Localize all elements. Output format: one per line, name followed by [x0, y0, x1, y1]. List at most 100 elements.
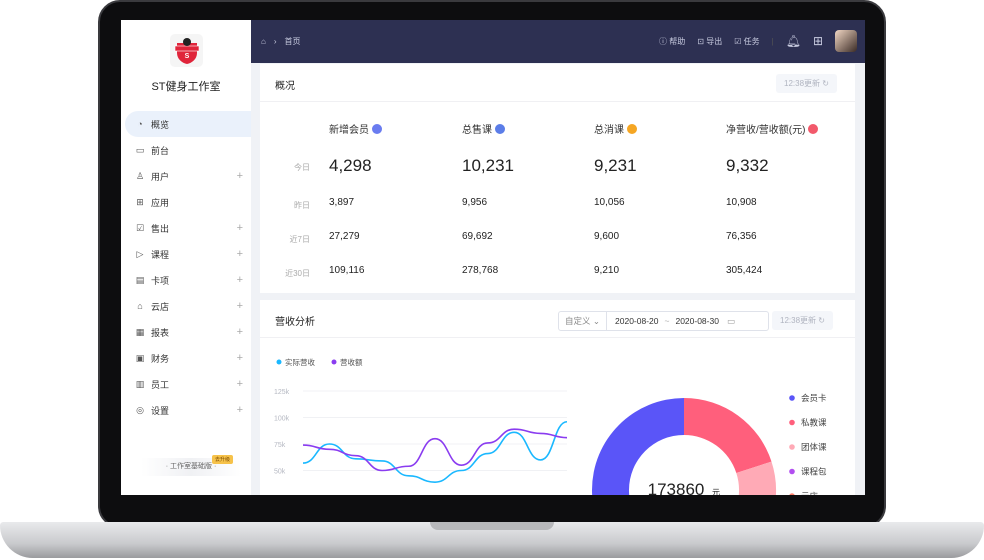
overview-refresh-button[interactable]: 12:38更新 ↻	[776, 74, 837, 93]
end-date[interactable]: 2020-08-30	[675, 316, 719, 326]
pie-slice	[684, 398, 772, 474]
pie-legend-item: 课程包	[789, 467, 827, 477]
sidebar-item-label: 报表	[151, 327, 170, 338]
sidebar-item-10[interactable]: ▥ 员工 +	[125, 371, 251, 397]
sidebar-item-3[interactable]: ⊞ 应用	[125, 189, 251, 215]
monitor-icon: ▭	[135, 144, 145, 155]
date-range-picker[interactable]: 自定义 ⌄ 2020-08-20 ~ 2020-08-30 ▭	[558, 311, 769, 331]
staff-icon: ▥	[135, 378, 145, 389]
legend-dot	[789, 493, 795, 495]
tasks-icon: ☑	[734, 36, 742, 46]
upgrade-badge[interactable]: 去升级	[212, 455, 234, 464]
update-time: 12:38更新	[784, 79, 821, 88]
metric-value: 9,600	[594, 231, 620, 242]
sidebar-item-1[interactable]: ▭ 前台	[125, 137, 251, 163]
sidebar-item-11[interactable]: ◎ 设置 +	[125, 397, 251, 423]
row-label: 近7日	[289, 235, 310, 244]
sidebar-item-label: 课程	[151, 249, 170, 260]
sidebar-item-2[interactable]: ♙ 用户 +	[125, 163, 251, 189]
series-line	[302, 420, 568, 483]
metric-icon	[627, 123, 637, 134]
start-date[interactable]: 2020-08-20	[615, 316, 659, 326]
legend-dot	[789, 444, 795, 450]
metric-icon	[372, 123, 382, 134]
column-header: 总售课	[462, 121, 505, 136]
breadcrumb-home[interactable]: 首页	[284, 37, 301, 46]
pie-slice	[736, 461, 776, 495]
sidebar-item-label: 前台	[151, 145, 170, 156]
export-label: 导出	[706, 36, 723, 46]
avatar[interactable]	[835, 30, 857, 52]
refresh-icon: ↻	[818, 316, 825, 325]
overview-card: 概况 12:38更新 ↻ 新增会员 总售课 总消课 净营收/营收额(元) 今日 4,298…	[260, 64, 855, 293]
column-header: 新增会员	[329, 121, 382, 136]
sidebar-nav: ◔ 概览 ▭ 前台 ♙ 用户 + ⊞ 应用 ☑ 售出 + ▷ 课程 + ▤ 卡项 + ⌂ 云店 + ▦ 报表 + ▣ 财务 + ▥ 员工…	[125, 111, 251, 423]
expand-plus-icon[interactable]: +	[236, 222, 243, 234]
metric-value: 10,231	[462, 156, 514, 175]
expand-plus-icon[interactable]: +	[236, 352, 243, 364]
legend-dot	[789, 468, 795, 475]
expand-plus-icon[interactable]: +	[236, 326, 243, 338]
y-tick-label: 100k	[274, 416, 290, 423]
pie-legend-item: 云店	[789, 491, 819, 495]
legend-label: 会员卡	[801, 393, 827, 403]
legend-label: 实际营收	[285, 357, 315, 367]
total-unit: 元	[712, 488, 720, 495]
report-icon: ▦	[135, 326, 145, 337]
calendar-icon[interactable]: ▭	[726, 315, 735, 326]
legend-label: 课程包	[801, 467, 827, 477]
expand-plus-icon[interactable]: +	[236, 404, 243, 416]
sidebar-item-6[interactable]: ▤ 卡项 +	[125, 267, 251, 293]
export-button[interactable]: ⊡ 导出	[697, 36, 722, 47]
sidebar-item-label: 售出	[151, 223, 170, 234]
export-icon: ⊡	[697, 36, 704, 46]
divider: |	[771, 36, 774, 46]
top-bar: ⌂ › 首页 ⓘ 帮助 ⊡ 导出 ☑ 任务 | 🔔︎ ⊞	[251, 20, 865, 63]
pie-legend-item: 私教课	[789, 418, 827, 428]
metric-value: 9,956	[462, 197, 488, 208]
metric-value: 9,231	[594, 156, 637, 175]
y-tick-label: 75k	[274, 442, 286, 449]
sidebar-item-8[interactable]: ▦ 报表 +	[125, 319, 251, 345]
metric-value: 3,897	[329, 197, 355, 208]
metric-value: 305,424	[726, 265, 763, 276]
user-icon: ♙	[135, 170, 145, 181]
legend-dot	[789, 419, 795, 426]
help-label: 帮助	[669, 36, 686, 46]
expand-plus-icon[interactable]: +	[236, 248, 243, 260]
series-line	[302, 428, 568, 472]
metric-value: 69,692	[462, 231, 493, 242]
sidebar-item-label: 应用	[151, 197, 170, 208]
legend-label: 团体课	[801, 442, 827, 452]
sidebar-item-label: 云店	[151, 301, 170, 312]
sidebar-item-7[interactable]: ⌂ 云店 +	[125, 293, 251, 319]
row-label: 今日	[294, 163, 310, 172]
tasks-button[interactable]: ☑ 任务	[734, 36, 759, 47]
column-header: 总消课	[594, 121, 637, 136]
card-icon: ▤	[135, 274, 145, 285]
row-label: 近30日	[285, 269, 310, 278]
column-label: 总消课	[594, 125, 624, 136]
bell-icon[interactable]: 🔔︎	[785, 34, 801, 48]
metric-value: 9,210	[594, 265, 620, 276]
apps-grid-icon[interactable]: ⊞	[812, 34, 823, 48]
chevron-right-icon: ›	[273, 37, 277, 46]
expand-plus-icon[interactable]: +	[236, 300, 243, 312]
expand-plus-icon[interactable]: +	[236, 378, 243, 390]
column-label: 总售课	[462, 125, 492, 136]
range-type-select[interactable]: 自定义 ⌄	[559, 312, 608, 330]
help-button[interactable]: ⓘ 帮助	[659, 36, 685, 47]
date-separator: ~	[664, 316, 670, 326]
sidebar-item-0[interactable]: ◔ 概览	[125, 111, 251, 137]
revenue-refresh-button[interactable]: 12:38更新 ↻	[772, 311, 833, 330]
metric-value: 109,116	[329, 265, 365, 276]
pie-slice	[592, 398, 684, 495]
expand-plus-icon[interactable]: +	[236, 274, 243, 286]
sidebar-item-label: 设置	[151, 405, 170, 416]
home-icon[interactable]: ⌂	[261, 37, 266, 46]
expand-plus-icon[interactable]: +	[236, 170, 243, 182]
sidebar-item-9[interactable]: ▣ 财务 +	[125, 345, 251, 371]
legend-item: 实际营收	[276, 357, 315, 367]
sidebar-item-4[interactable]: ☑ 售出 +	[125, 215, 251, 241]
sidebar-item-5[interactable]: ▷ 课程 +	[125, 241, 251, 267]
